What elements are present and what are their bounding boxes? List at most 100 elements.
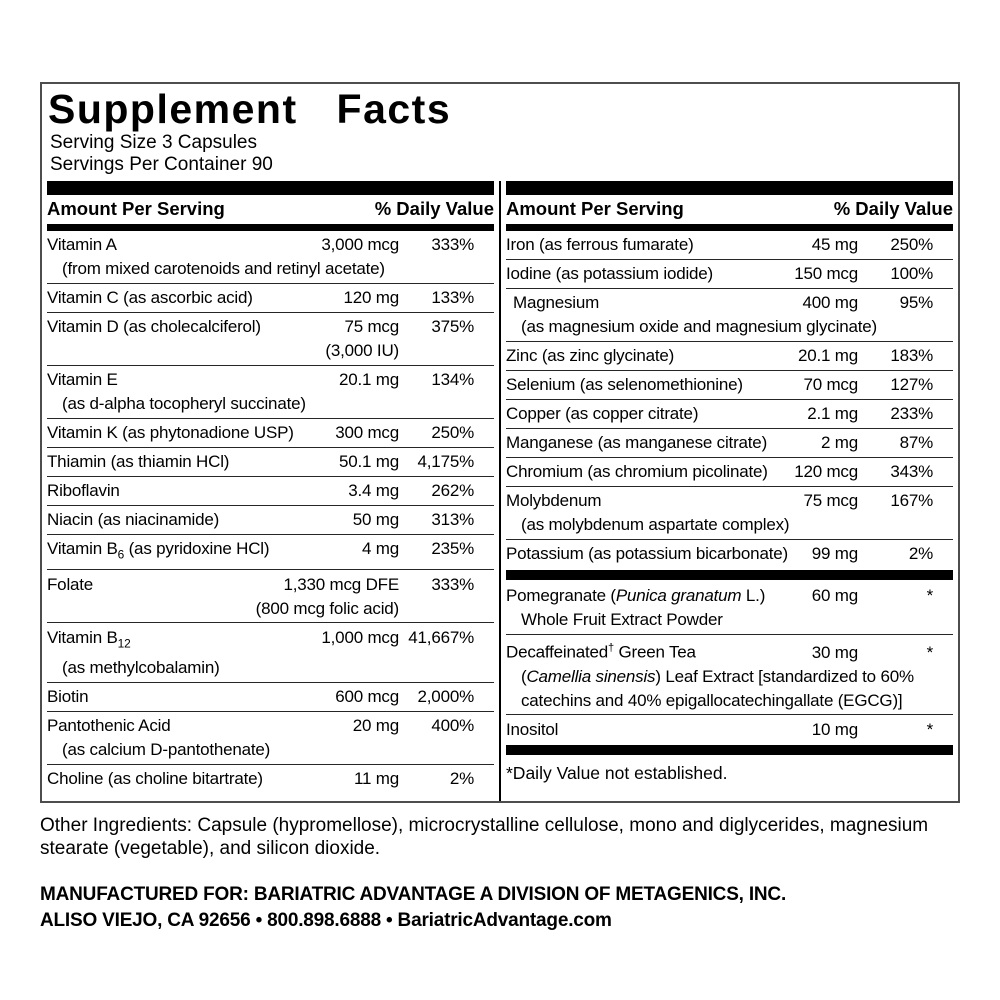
nutrient-daily-value: 133% xyxy=(431,288,474,308)
nutrient-daily-value: 87% xyxy=(899,433,934,453)
nutrient-row: Choline (as choline bitartrate) 11 mg 2% xyxy=(47,763,494,793)
nutrient-name: Molybdenum xyxy=(506,491,602,511)
serving-size: Serving Size 3 Capsules xyxy=(50,131,257,153)
nutrient-amount: 50 mg xyxy=(352,510,399,530)
left-column-header: Amount Per Serving % Daily Value xyxy=(47,195,494,224)
right-nutrient-rows: Iron (as ferrous fumarate) 45 mg 250% Iodin… xyxy=(506,231,953,787)
nutrient-daily-value: 183% xyxy=(890,346,933,366)
nutrient-detail: catechins and 40% epigallocatechingallat… xyxy=(521,690,903,710)
nutrient-row: Vitamin B12 1,000 mcg 41,667% (as methylcob… xyxy=(47,622,494,681)
nutrient-amount: 2 mg xyxy=(821,433,858,453)
nutrient-name: Copper (as copper citrate) xyxy=(506,404,699,424)
daily-value-footnote: *Daily Value not established. xyxy=(506,763,728,784)
nutrient-name: Pomegranate (Punica granatum L.) xyxy=(506,586,766,606)
nutrient-row: Vitamin B6 (as pyridoxine HCl) 4 mg 235% xyxy=(47,533,494,569)
nutrient-amount: 20 mg xyxy=(352,716,399,736)
nutrient-name: Vitamin A xyxy=(47,235,117,255)
nutrient-name: Thiamin (as thiamin HCl) xyxy=(47,452,230,472)
nutrient-amount: 3,000 mcg xyxy=(321,235,399,255)
nutrient-daily-value: 250% xyxy=(431,423,474,443)
section-divider-bar xyxy=(506,745,953,756)
manufacturer-line1: MANUFACTURED FOR: BARIATRIC ADVANTAGE A … xyxy=(40,883,787,905)
nutrient-name: Zinc (as zinc glycinate) xyxy=(506,346,675,366)
nutrient-name: Vitamin E xyxy=(47,370,118,390)
other-ingredients-text: Other Ingredients: Capsule (hypromellose… xyxy=(40,814,929,859)
nutrient-row: Pomegranate (Punica granatum L.) 60 mg * Wh… xyxy=(506,582,953,634)
amount-per-serving-label: Amount Per Serving xyxy=(506,197,684,219)
nutrient-amount: 11 mg xyxy=(354,769,399,789)
nutrient-row: Iodine (as potassium iodide) 150 mcg 100% xyxy=(506,258,953,288)
nutrient-detail: (as calcium D-pantothenate) xyxy=(62,740,271,760)
nutrient-name: Niacin (as niacinamide) xyxy=(47,510,220,530)
facts-columns: Amount Per Serving % Daily Value Vitamin… xyxy=(42,180,958,801)
nutrient-amount: 20.1 mg xyxy=(338,370,399,390)
nutrient-name: Vitamin B6 (as pyridoxine HCl) xyxy=(47,539,270,562)
nutrient-amount: 50.1 mg xyxy=(338,452,399,472)
servings-per-container: Servings Per Container 90 xyxy=(50,153,273,175)
nutrient-row: Vitamin E 20.1 mg 134% (as d-alpha tocopher… xyxy=(47,364,494,418)
nutrient-name: Iodine (as potassium iodide) xyxy=(506,264,714,284)
nutrient-amount: 70 mcg xyxy=(803,375,858,395)
thick-divider-bar xyxy=(506,180,953,195)
nutrient-daily-value: 2,000% xyxy=(417,687,475,707)
nutrient-amount-note: (3,000 IU) xyxy=(325,341,399,361)
nutrient-daily-value: 127% xyxy=(890,375,933,395)
supplement-facts-panel: Supplement Facts Serving Size 3 Capsules… xyxy=(40,82,960,803)
nutrient-name: Riboflavin xyxy=(47,481,120,501)
nutrient-daily-value: 2% xyxy=(449,769,474,789)
amount-per-serving-label: Amount Per Serving xyxy=(47,197,225,219)
nutrient-name: Manganese (as manganese citrate) xyxy=(506,433,768,453)
nutrient-daily-value: 262% xyxy=(431,481,474,501)
nutrient-name: Vitamin C (as ascorbic acid) xyxy=(47,288,253,308)
nutrient-amount: 45 mg xyxy=(811,235,858,255)
nutrient-daily-value: 134% xyxy=(431,370,474,390)
nutrient-daily-value: 95% xyxy=(899,293,934,313)
daily-value-label: % Daily Value xyxy=(833,197,953,219)
nutrient-row: Manganese (as manganese citrate) 2 mg 87% xyxy=(506,427,953,457)
nutrient-row: Magnesium 400 mg 95% (as magnesium oxide an… xyxy=(506,287,953,341)
nutrient-amount: 3.4 mg xyxy=(348,481,399,501)
nutrient-amount: 2.1 mg xyxy=(807,404,858,424)
nutrient-detail: (Camellia sinensis) Leaf Extract [standa… xyxy=(521,666,914,686)
nutrient-detail: (as magnesium oxide and magnesium glycin… xyxy=(521,317,877,337)
nutrient-amount: 1,330 mcg DFE xyxy=(283,574,399,594)
nutrient-name: Choline (as choline bitartrate) xyxy=(47,769,263,789)
nutrient-amount: 75 mcg xyxy=(344,317,399,337)
left-column: Amount Per Serving % Daily Value Vitamin… xyxy=(42,180,499,801)
nutrient-amount-note: (800 mcg folic acid) xyxy=(255,598,400,618)
section-divider-bar xyxy=(506,569,953,580)
nutrient-daily-value: 41,667% xyxy=(408,627,474,647)
nutrient-name: Vitamin D (as cholecalciferol) xyxy=(47,317,261,337)
nutrient-daily-value: 333% xyxy=(431,235,474,255)
nutrient-detail: (as methylcobalamin) xyxy=(62,658,220,678)
nutrient-name: Chromium (as chromium picolinate) xyxy=(506,462,768,482)
nutrient-row: Chromium (as chromium picolinate) 120 mcg… xyxy=(506,456,953,486)
nutrient-row: Decaffeinated† Green Tea 30 mg * (Camellia … xyxy=(506,633,953,715)
nutrient-daily-value: 343% xyxy=(890,462,933,482)
nutrient-amount: 75 mcg xyxy=(803,491,858,511)
nutrient-amount: 60 mg xyxy=(811,586,858,606)
nutrient-amount: 99 mg xyxy=(811,544,858,564)
nutrient-amount: 10 mg xyxy=(811,719,858,739)
nutrient-name: Vitamin K (as phytonadione USP) xyxy=(47,423,294,443)
nutrient-row: Iron (as ferrous fumarate) 45 mg 250% xyxy=(506,231,953,259)
nutrient-daily-value: * xyxy=(926,586,934,606)
nutrient-detail: Whole Fruit Extract Powder xyxy=(521,610,723,630)
nutrient-name: Decaffeinated† Green Tea xyxy=(506,642,696,662)
thin-divider-bar xyxy=(47,223,494,231)
nutrient-daily-value: 233% xyxy=(890,404,933,424)
nutrient-row: Biotin 600 mcg 2,000% xyxy=(47,681,494,711)
panel-title: Supplement Facts xyxy=(48,86,452,132)
nutrient-daily-value: 375% xyxy=(431,317,474,337)
nutrient-amount: 600 mcg xyxy=(335,687,399,707)
nutrient-amount: 120 mcg xyxy=(794,462,858,482)
nutrient-row: Vitamin K (as phytonadione USP) 300 mcg 25… xyxy=(47,417,494,447)
manufacturer-line2: ALISO VIEJO, CA 92656 • 800.898.6888 • B… xyxy=(40,909,612,931)
left-nutrient-rows: Vitamin A 3,000 mcg 333% (from mixed carote… xyxy=(47,231,494,793)
nutrient-row: Thiamin (as thiamin HCl) 50.1 mg 4,175% xyxy=(47,446,494,476)
nutrient-detail: (as d-alpha tocopheryl succinate) xyxy=(62,394,306,414)
nutrient-daily-value: 250% xyxy=(890,235,933,255)
nutrient-daily-value: 4,175% xyxy=(417,452,475,472)
nutrient-daily-value: 235% xyxy=(431,539,474,559)
